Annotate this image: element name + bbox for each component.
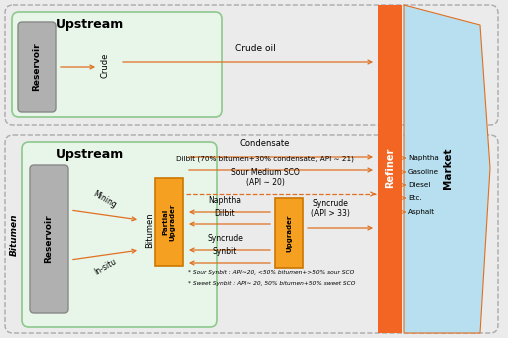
Text: Upstream: Upstream xyxy=(56,148,124,161)
Text: Upgrader: Upgrader xyxy=(286,214,292,252)
Text: Naphtha: Naphtha xyxy=(408,155,439,161)
Bar xyxy=(378,5,402,333)
Text: Market: Market xyxy=(443,147,453,189)
FancyBboxPatch shape xyxy=(5,5,498,125)
Text: Condensate: Condensate xyxy=(240,139,290,148)
Text: Dilbit: Dilbit xyxy=(215,209,235,218)
FancyBboxPatch shape xyxy=(30,165,68,313)
Text: Synbit: Synbit xyxy=(213,247,237,256)
Polygon shape xyxy=(404,5,490,333)
Text: Gasoline: Gasoline xyxy=(408,169,439,175)
Text: Partial
Upgrader: Partial Upgrader xyxy=(163,203,175,241)
Text: (API ∼ 20): (API ∼ 20) xyxy=(245,178,284,187)
Text: Mining: Mining xyxy=(91,190,118,210)
Text: Dilbit (70% bitumen+30% condensate, API ∼ 21): Dilbit (70% bitumen+30% condensate, API … xyxy=(176,155,354,162)
Text: Crude oil: Crude oil xyxy=(235,44,275,53)
FancyBboxPatch shape xyxy=(18,22,56,112)
Text: Asphalt: Asphalt xyxy=(408,209,435,215)
Text: Refiner: Refiner xyxy=(385,148,395,188)
Bar xyxy=(155,178,183,266)
Bar xyxy=(275,198,303,268)
FancyBboxPatch shape xyxy=(5,135,498,333)
Text: Bitumen: Bitumen xyxy=(10,214,18,256)
Text: Reservoir: Reservoir xyxy=(33,43,42,91)
Text: * Sour Synbit : API∼20, <50% bitumen+>50% sour SCO: * Sour Synbit : API∼20, <50% bitumen+>50… xyxy=(188,270,354,275)
FancyBboxPatch shape xyxy=(22,142,217,327)
Text: Etc.: Etc. xyxy=(408,195,422,201)
FancyBboxPatch shape xyxy=(12,12,222,117)
Text: Crude: Crude xyxy=(101,52,110,78)
Text: Sour Medium SCO: Sour Medium SCO xyxy=(231,168,299,177)
Text: Naphtha: Naphtha xyxy=(208,196,241,205)
Text: Diesel: Diesel xyxy=(408,182,430,188)
Text: Syncrude
(API > 33): Syncrude (API > 33) xyxy=(310,199,350,218)
Text: Upstream: Upstream xyxy=(56,18,124,31)
Text: Bitumen: Bitumen xyxy=(145,212,154,248)
Text: In-situ: In-situ xyxy=(92,257,118,277)
Text: * Sweet Synbit : API∼ 20, 50% bitumen+50% sweet SCO: * Sweet Synbit : API∼ 20, 50% bitumen+50… xyxy=(188,281,356,286)
Text: Reservoir: Reservoir xyxy=(45,215,53,263)
Text: Syncrude: Syncrude xyxy=(207,234,243,243)
